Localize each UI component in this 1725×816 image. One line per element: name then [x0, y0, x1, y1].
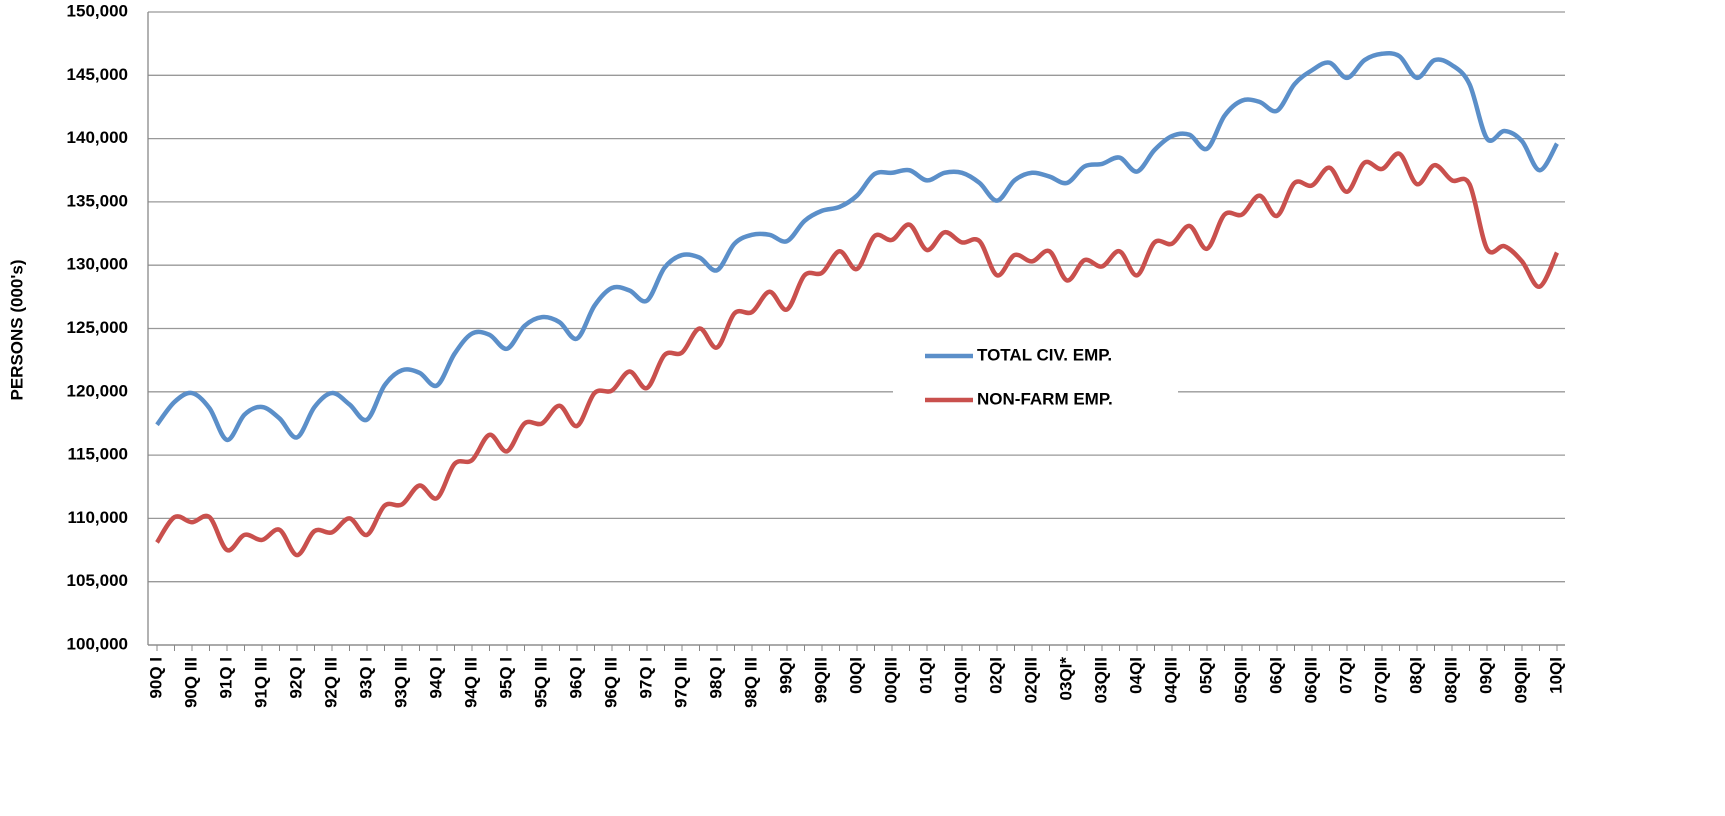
- x-tick-label: 05QIII: [1231, 657, 1250, 703]
- x-tick-label: 90Q I: [146, 657, 165, 699]
- y-tick-label: 135,000: [67, 191, 128, 210]
- x-tick-label: 96Q I: [566, 657, 585, 699]
- x-tick-label: 05QI: [1196, 657, 1215, 694]
- y-tick-label: 140,000: [67, 128, 128, 147]
- y-tick-label: 130,000: [67, 255, 128, 274]
- x-tick-label: 97Q III: [671, 657, 690, 708]
- x-tick-label: 06QIII: [1301, 657, 1320, 703]
- x-tick-label: 10QI: [1546, 657, 1565, 694]
- x-tick-label: 92Q III: [321, 657, 340, 708]
- x-tick-label: 00QI: [846, 657, 865, 694]
- x-tick-label: 98Q III: [741, 657, 760, 708]
- y-tick-label: 110,000: [67, 508, 128, 527]
- x-tick-label: 97Q I: [636, 657, 655, 699]
- x-tick-label: 09QIII: [1511, 657, 1530, 703]
- x-tick-label: 00QIII: [881, 657, 900, 703]
- x-tick-label: 08QIII: [1441, 657, 1460, 703]
- x-tick-label: 92Q I: [286, 657, 305, 699]
- y-tick-label: 115,000: [67, 445, 128, 464]
- x-tick-label: 07QI: [1336, 657, 1355, 694]
- y-tick-label: 120,000: [67, 381, 128, 400]
- x-tick-label: 91Q III: [251, 657, 270, 708]
- x-tick-label: 91Q I: [216, 657, 235, 699]
- x-tick-label: 95Q III: [531, 657, 550, 708]
- x-tick-label: 01QIII: [951, 657, 970, 703]
- y-tick-label: 105,000: [67, 571, 128, 590]
- y-tick-label: 100,000: [67, 634, 128, 653]
- y-tick-label: 125,000: [67, 318, 128, 337]
- x-tick-label: 90Q III: [181, 657, 200, 708]
- x-tick-label: 08QI: [1406, 657, 1425, 694]
- legend-box: [893, 336, 1178, 420]
- x-tick-label: 02QIII: [1021, 657, 1040, 703]
- x-tick-label: 94Q III: [461, 657, 480, 708]
- x-tick-label: 93Q III: [391, 657, 410, 708]
- line-series: [155, 151, 1560, 558]
- x-tick-label: 95Q I: [496, 657, 515, 699]
- x-tick-label: 07QIII: [1371, 657, 1390, 703]
- x-tick-label: 06QI: [1266, 657, 1285, 694]
- x-tick-label: 99QI: [776, 657, 795, 694]
- x-tick-label: 96Q III: [601, 657, 620, 708]
- y-tick-label: 145,000: [67, 65, 128, 84]
- x-tick-label: 98Q I: [706, 657, 725, 699]
- x-tick-label: 03QIII: [1091, 657, 1110, 703]
- line-series: [155, 50, 1559, 443]
- y-axis-label: PERSONS (000's): [7, 259, 26, 400]
- legend-label: NON-FARM EMP.: [977, 389, 1113, 408]
- x-tick-label: 01QI: [916, 657, 935, 694]
- x-tick-label: 03QI*: [1056, 657, 1075, 701]
- x-tick-label: 02QI: [986, 657, 1005, 694]
- x-tick-label: 09QI: [1476, 657, 1495, 694]
- legend-label: TOTAL CIV. EMP.: [977, 345, 1112, 364]
- x-tick-label: 99QIII: [811, 657, 830, 703]
- x-tick-label: 04QIII: [1161, 657, 1180, 703]
- y-tick-label: 150,000: [67, 1, 128, 20]
- x-tick-label: 93Q I: [356, 657, 375, 699]
- x-tick-label: 94Q I: [426, 657, 445, 699]
- x-tick-label: 04QI: [1126, 657, 1145, 694]
